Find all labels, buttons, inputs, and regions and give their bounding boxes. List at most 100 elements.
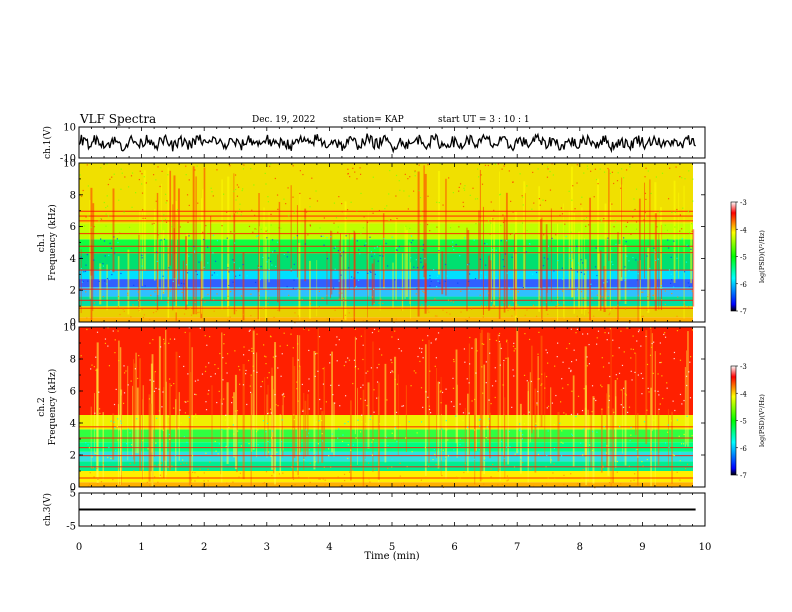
speckle [566,347,568,350]
speckle [323,466,325,468]
speckle [195,393,197,396]
streak [572,375,575,467]
streak [440,376,442,475]
speckle [547,477,549,479]
streak [293,365,296,458]
speckle [629,440,631,442]
speckle [507,309,509,312]
streak [428,339,430,464]
speckle [356,240,358,242]
speckle [262,308,264,310]
speckle [114,426,116,429]
speckle [626,255,628,257]
speckle [320,408,322,410]
speckle [93,226,95,228]
speckle [271,239,274,241]
speckle [180,463,182,465]
speckle [581,262,584,264]
streak [489,333,491,453]
speckle [434,298,436,300]
speckle [658,408,660,410]
speckle [468,280,470,283]
speckle [378,348,381,350]
speckle [649,354,652,356]
speckle [569,257,571,259]
band-5 [79,269,693,280]
speckle [162,292,165,294]
speckle [250,374,252,376]
speckle [553,270,555,272]
speckle [492,463,494,466]
speckle [475,223,477,225]
speckle [657,373,659,375]
streak [175,351,178,438]
speckle [188,255,190,257]
speckle [528,243,531,245]
speckle [206,344,208,346]
speckle [134,368,137,370]
speckle [601,408,603,410]
speckle [427,309,429,311]
speckle [483,343,485,345]
speckle [455,476,458,479]
streak [227,176,230,310]
speckle [369,236,371,238]
speckle [483,483,485,485]
speckle [223,193,225,195]
streak [409,242,411,305]
speckle [106,205,109,207]
streak [516,327,519,454]
speckle [322,235,324,237]
speckle [646,458,648,461]
streak [340,233,342,300]
speckle [653,341,655,343]
speckle [93,453,95,456]
speckle [244,373,247,375]
speckle [645,335,647,338]
speckle [643,421,646,423]
speckle [508,170,510,172]
speckle [141,254,143,256]
speckle [483,459,485,462]
speckle [141,173,143,175]
speckle [623,387,625,389]
speckle [341,203,343,205]
speckle [530,468,532,470]
speckle [379,255,381,257]
speckle [166,200,168,202]
speckle [152,312,155,314]
speckle [521,438,524,440]
speckle [459,403,461,405]
speckle [568,190,570,192]
speckle [234,174,237,176]
speckle [626,221,629,223]
speckle [216,169,218,171]
speckle [473,239,475,241]
speckle [425,391,427,393]
streak [267,384,269,457]
speckle [359,453,361,456]
speckle [422,249,424,251]
speckle [344,277,346,279]
speckle [205,233,207,235]
speckle [630,348,632,350]
speckle [635,221,638,223]
speckle [255,228,258,230]
speckle [112,330,114,332]
speckle [107,183,109,186]
speckle [278,473,281,475]
speckle [370,367,373,369]
speckle [383,237,385,240]
speckle [144,285,146,287]
speckle [216,274,218,276]
speckle [205,366,207,368]
speckle [570,369,572,371]
speckle [551,237,553,239]
speckle [377,330,380,332]
streak [274,342,277,485]
streak [163,340,166,461]
speckle [107,327,109,329]
speckle [309,224,311,226]
speckle [348,359,351,361]
speckle [330,384,332,386]
